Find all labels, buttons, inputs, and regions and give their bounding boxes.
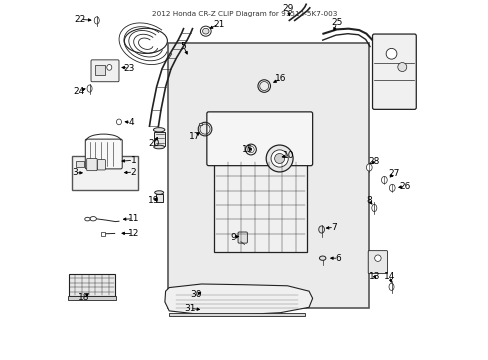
Text: 28: 28 [368,157,379,166]
Text: 16: 16 [275,75,286,84]
Bar [76,161,83,167]
Text: 31: 31 [184,304,195,313]
Ellipse shape [274,153,284,163]
Text: 3: 3 [72,168,78,177]
Ellipse shape [270,150,287,167]
Text: 26: 26 [399,182,410,191]
Bar [68,296,116,301]
Ellipse shape [84,217,90,221]
Text: 17: 17 [189,132,201,141]
Text: 21: 21 [213,19,224,28]
Ellipse shape [318,226,324,233]
Polygon shape [164,284,312,315]
Ellipse shape [366,164,371,171]
FancyBboxPatch shape [86,158,97,171]
Text: 10: 10 [282,151,293,160]
Ellipse shape [319,256,325,260]
Ellipse shape [106,64,112,70]
Text: 20: 20 [148,139,160,148]
Text: 1: 1 [130,156,136,165]
Text: 6: 6 [335,254,341,263]
Text: 4: 4 [128,118,134,127]
Text: 15: 15 [242,145,253,154]
Bar [95,64,105,75]
FancyBboxPatch shape [206,112,312,166]
Ellipse shape [154,191,163,194]
Text: 27: 27 [388,169,399,178]
Text: 8: 8 [366,196,371,205]
Text: 14: 14 [383,271,395,280]
FancyBboxPatch shape [91,60,119,82]
Ellipse shape [388,283,393,291]
Ellipse shape [94,17,99,24]
Text: 13: 13 [368,271,379,280]
Ellipse shape [116,119,121,125]
FancyBboxPatch shape [238,232,247,243]
Ellipse shape [153,145,164,149]
Text: 9: 9 [230,233,235,242]
Ellipse shape [371,204,376,212]
Ellipse shape [388,184,394,192]
Bar [72,156,137,190]
FancyBboxPatch shape [372,34,415,109]
Bar [168,43,368,309]
Text: 29: 29 [282,4,293,13]
Text: 2012 Honda CR-Z CLIP Diagram for 91512-5K7-003: 2012 Honda CR-Z CLIP Diagram for 91512-5… [151,12,337,17]
Ellipse shape [397,63,406,72]
Text: 19: 19 [148,196,160,205]
Text: 23: 23 [123,64,134,73]
FancyBboxPatch shape [97,159,105,170]
Ellipse shape [87,85,92,92]
Bar [69,274,115,296]
Text: 22: 22 [75,15,86,24]
Bar [214,162,306,252]
Text: 2: 2 [130,168,136,177]
Bar [155,194,163,202]
Ellipse shape [386,48,396,59]
Text: 30: 30 [190,289,202,298]
Ellipse shape [153,128,164,132]
Ellipse shape [90,217,96,221]
FancyBboxPatch shape [85,139,122,169]
Bar [198,123,202,126]
Text: 5: 5 [180,42,186,51]
Ellipse shape [200,26,211,36]
Text: 18: 18 [78,293,89,302]
Bar [169,313,305,316]
Ellipse shape [202,28,208,34]
Bar [101,232,105,235]
Bar [154,132,164,146]
Text: 7: 7 [330,223,336,232]
Ellipse shape [265,145,292,172]
Ellipse shape [381,176,386,184]
Text: 25: 25 [331,18,342,27]
Text: 12: 12 [127,229,139,238]
Ellipse shape [374,255,380,261]
Text: 11: 11 [127,214,139,223]
FancyBboxPatch shape [367,251,387,274]
Text: 24: 24 [73,86,84,95]
